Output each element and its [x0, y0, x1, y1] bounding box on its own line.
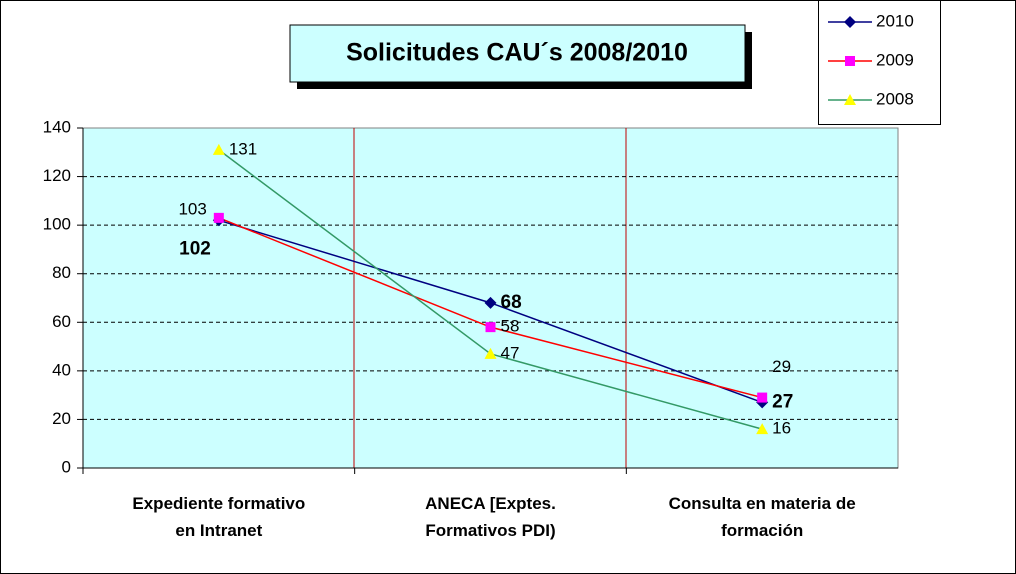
legend-label: 2010 [876, 11, 914, 30]
y-tick-label: 0 [62, 457, 71, 476]
data-label: 68 [501, 292, 522, 313]
y-tick-label: 60 [52, 312, 71, 331]
x-tick-label: ANECA [Exptes. Formativos PDI) [425, 494, 556, 540]
data-label: 47 [501, 343, 520, 362]
y-tick-label: 100 [43, 215, 71, 234]
y-tick-label: 120 [43, 166, 71, 185]
marker [212, 143, 225, 155]
marker [757, 392, 768, 403]
data-label: 103 [178, 199, 206, 218]
data-label: 29 [772, 357, 791, 376]
data-label: 102 [179, 238, 211, 259]
x-tick-label: Consulta en materia de formación [669, 494, 856, 540]
y-tick-label: 140 [43, 117, 71, 136]
marker [844, 16, 856, 28]
marker [485, 322, 496, 333]
legend-label: 2008 [876, 89, 914, 108]
marker [845, 56, 855, 66]
title-box [289, 24, 746, 83]
legend [818, 0, 941, 125]
marker [484, 347, 497, 359]
y-tick-label: 40 [52, 360, 71, 379]
marker [844, 94, 856, 105]
data-label: 131 [229, 139, 257, 158]
data-label: 27 [772, 391, 793, 412]
data-label: 16 [772, 419, 791, 438]
legend-label: 2009 [876, 50, 914, 69]
y-tick-label: 20 [52, 409, 71, 428]
y-tick-label: 80 [52, 263, 71, 282]
marker [756, 423, 769, 435]
x-tick-label: Expediente formativo en Intranet [132, 494, 305, 540]
chart-title: Solicitudes CAU´s 2008/2010 [346, 39, 688, 67]
marker [213, 212, 224, 223]
data-label: 58 [501, 317, 520, 336]
marker [484, 296, 497, 309]
